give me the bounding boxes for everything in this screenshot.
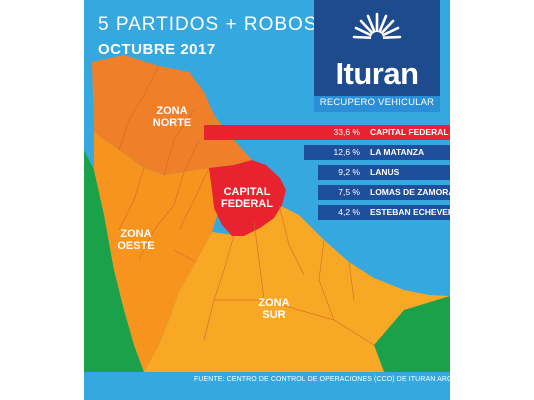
ranking-label: CAPITAL FEDERAL [370,127,449,137]
ranking-label: LOMAS DE ZAMORA [370,187,455,197]
ranking-value: 7,5 % [338,187,360,197]
infographic: 5 PARTIDOS + ROBOS OCTUBRE 2017 Ituran R… [84,0,479,400]
source-footer: FUENTE: CENTRO DE CONTROL DE OPERACIONES… [194,376,479,383]
ranking-label: LA MATANZA [370,147,425,157]
ranking-row: 4,2 % ESTEBAN ECHEVERRIA [84,205,469,220]
ranking-value: 9,2 % [338,167,360,177]
capital-federal-area [209,160,286,236]
starburst-icon [352,12,402,44]
logo-subtitle: RECUPERO VEHICULAR [319,97,435,108]
logo-subtitle-band [314,96,440,112]
ranking-bar [204,125,450,140]
partido-borders [118,65,375,346]
capital-federal-line1: CAPITAL [223,186,271,198]
zona-oeste-area [94,132,222,372]
ranking-row: 12,6 % LA MATANZA [84,145,450,160]
ranking-label: ESTEBAN ECHEVERRIA [370,207,469,217]
zona-sur-line2: SUR [262,309,286,321]
logo-name: Ituran [335,56,419,91]
ituran-logo: Ituran RECUPERO VEHICULAR [314,0,440,112]
ranking-row: 9,2 % LANUS [84,165,450,180]
ranking-row: 7,5 % LOMAS DE ZAMORA [84,185,455,200]
zona-sur-area [144,205,450,372]
ranking-bar [318,165,450,180]
ranking-bar [318,205,450,220]
subtitle: OCTUBRE 2017 [98,41,216,58]
zona-norte-label: ZONA NORTE [142,105,202,129]
capital-federal-label: CAPITAL FEDERAL [212,186,282,210]
ranking-bar [318,185,450,200]
green-area-right [374,296,450,372]
zona-norte-line1: ZONA [156,105,188,117]
green-area-left [84,150,144,372]
ranking-value: 12,6 % [333,147,360,157]
capital-federal-line2: FEDERAL [221,198,273,210]
ranking-label: LANUS [370,167,400,177]
zona-oeste-line2: OESTE [117,240,155,252]
zona-norte-area [92,55,252,175]
zona-sur-line1: ZONA [258,297,290,309]
ranking-row: 33,6 % CAPITAL FEDERAL [84,125,450,140]
zona-oeste-line1: ZONA [120,228,152,240]
ranking-value: 4,2 % [338,207,360,217]
ranking-bar [304,145,450,160]
zona-sur-label: ZONA SUR [244,297,304,321]
ranking-value: 33,6 % [333,127,360,137]
zona-norte-line2: NORTE [152,117,192,129]
zona-oeste-label: ZONA OESTE [106,228,166,252]
title: 5 PARTIDOS + ROBOS [98,14,318,35]
